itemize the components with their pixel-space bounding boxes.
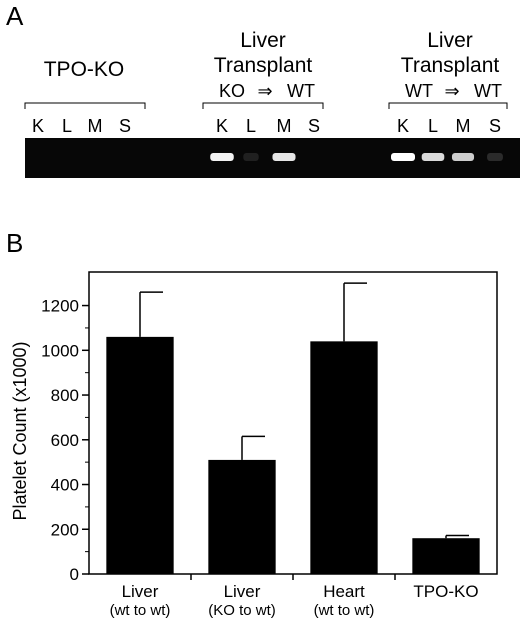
group-subtitle-right: WT [474, 81, 502, 101]
x-axis-ticks [190, 574, 396, 580]
group-subtitle-arrow: ⇒ [257, 81, 272, 101]
group-subtitle-left: KO [219, 81, 245, 101]
x-axis-labels: Liver(wt to wt)Liver(KO to wt)Heart(wt t… [110, 582, 479, 619]
bar [106, 336, 174, 574]
panel-a-letter: A [6, 1, 24, 31]
lane-label: L [246, 116, 256, 136]
lane-label: S [119, 116, 131, 136]
panel-a-brackets [24, 102, 508, 109]
x-category-label: (wt to wt) [314, 602, 375, 619]
lane-label: S [308, 116, 320, 136]
lane-label: K [32, 116, 44, 136]
lane-label: L [62, 116, 72, 136]
y-tick-label: 600 [51, 431, 79, 450]
gel-band [272, 153, 296, 161]
y-axis: 0 200 400 600 800 1000 1200 [41, 297, 89, 584]
error-bars [139, 282, 469, 539]
x-category-label: TPO-KO [413, 582, 478, 601]
x-category-label: (wt to wt) [110, 602, 171, 619]
lane-label: M [88, 116, 103, 136]
group-subtitle-right: WT [287, 81, 315, 101]
gel-band [451, 153, 475, 161]
gel-band [391, 153, 415, 161]
y-tick-label: 1000 [41, 341, 79, 360]
group-subtitle-left: WT [405, 81, 433, 101]
group-title-line: Liver [427, 29, 473, 52]
lane-label: K [216, 116, 228, 136]
y-tick-label: 0 [70, 565, 79, 584]
gel-band [487, 153, 503, 161]
y-tick-label: 400 [51, 476, 79, 495]
panel-b-letter: B [6, 228, 23, 258]
bar [208, 459, 276, 574]
group-title-line: Transplant [401, 54, 500, 77]
bar [310, 341, 378, 574]
gel-band [421, 153, 445, 161]
y-axis-label: Platelet Count (x1000) [10, 341, 30, 520]
bars [106, 336, 480, 574]
lane-label: L [428, 116, 438, 136]
group-title-line: Transplant [214, 54, 313, 77]
group-title-line: TPO-KO [44, 58, 125, 81]
group-bracket [202, 102, 324, 109]
y-tick-label: 1200 [41, 297, 79, 316]
x-category-label: Liver [224, 582, 261, 601]
group-title-line: Liver [240, 29, 286, 52]
group-bracket [24, 102, 146, 109]
y-tick-label: 800 [51, 386, 79, 405]
lane-label: S [489, 116, 501, 136]
x-category-label: Heart [323, 582, 365, 601]
y-tick-label: 200 [51, 520, 79, 539]
x-category-label: (KO to wt) [208, 602, 276, 619]
x-category-label: Liver [122, 582, 159, 601]
lane-label: M [456, 116, 471, 136]
lane-label: K [397, 116, 409, 136]
lane-label: M [277, 116, 292, 136]
gel-band [210, 153, 234, 161]
group-bracket [388, 102, 508, 109]
bar [412, 538, 480, 574]
gel-bands [210, 153, 503, 161]
group-subtitle-arrow: ⇒ [444, 81, 459, 101]
gel-band [243, 153, 259, 161]
